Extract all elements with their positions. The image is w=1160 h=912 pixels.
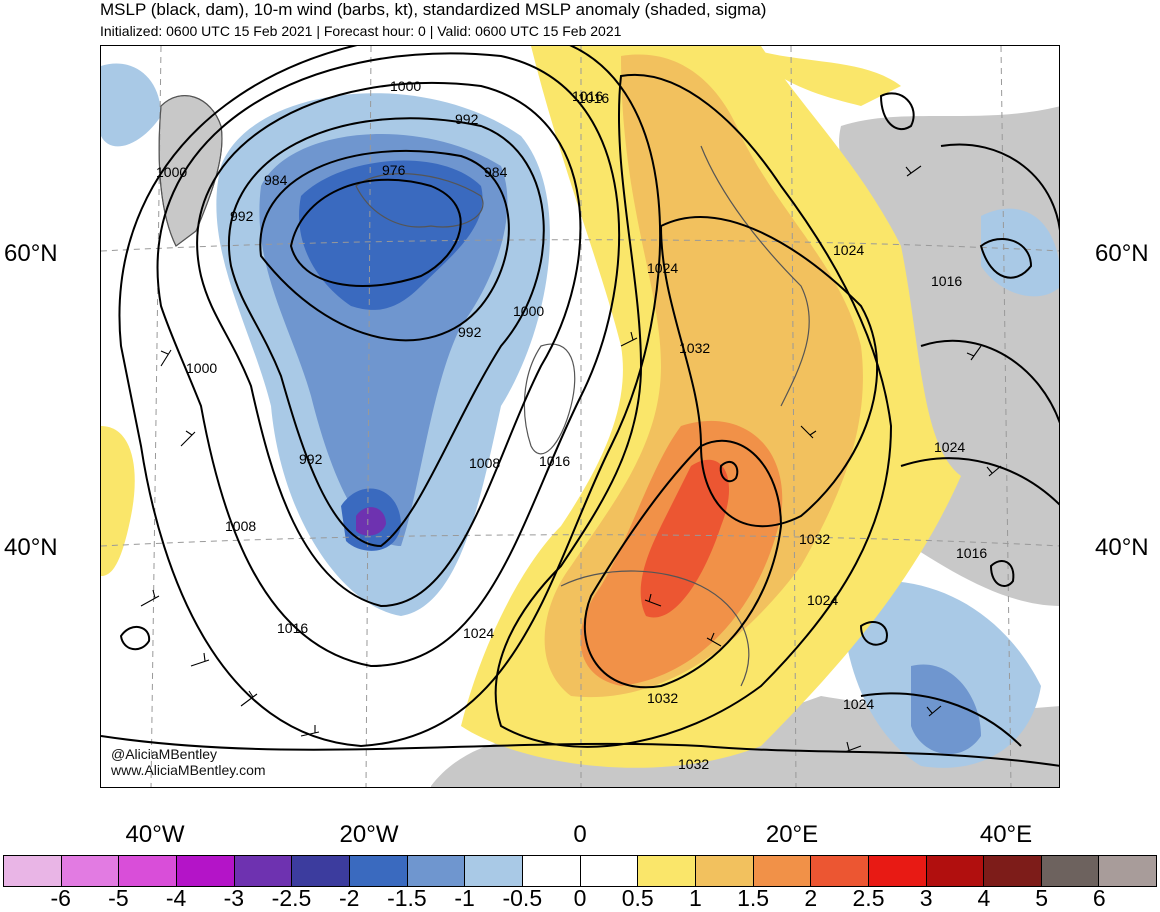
isobar-label: 1000: [186, 360, 217, 376]
lon-label-20e: 20°E: [765, 821, 819, 848]
map-subtitle: Initialized: 0600 UTC 15 Feb 2021 | Fore…: [100, 23, 622, 39]
map-title: MSLP (black, dam), 10-m wind (barbs, kt)…: [100, 0, 767, 19]
colorbar-tick-label: -6: [50, 885, 71, 911]
colorbar-swatch: [407, 856, 466, 886]
wind-barbs: [140, 165, 1002, 753]
colorbar-swatch: [1041, 856, 1100, 886]
lat-label-60n-left: 60°N: [4, 240, 58, 267]
isobar-label: 992: [230, 208, 254, 224]
isobar-label: 1000: [156, 164, 187, 180]
isobar-label: 1016: [277, 620, 308, 636]
colorbar-swatch: [176, 856, 235, 886]
colorbar-swatch: [638, 856, 696, 886]
colorbar-tick-label: -4: [165, 885, 187, 911]
isobar-label: 1032: [647, 690, 678, 706]
lon-label-0: 0: [573, 821, 587, 848]
isobar-label: 1032: [678, 756, 709, 772]
isobar-label: 1016: [956, 545, 987, 561]
isobar-label: 1024: [934, 439, 965, 455]
lat-label-40n-right: 40°N: [1095, 534, 1149, 561]
colorbar-tick-label: 2: [804, 885, 818, 911]
colorbar-tick-label: 0.5: [621, 885, 654, 911]
isobar-label: 1008: [469, 455, 500, 471]
isobar-label: 984: [264, 172, 288, 188]
isobar-label: 1016: [931, 273, 962, 289]
lon-label-40e: 40°E: [979, 821, 1033, 848]
isobar-label: 1024: [833, 242, 864, 258]
isobar-label: 1016: [572, 88, 603, 104]
isobar-label: 1024: [647, 260, 678, 276]
colorbar-swatch: [811, 856, 869, 886]
isobar-label: 992: [299, 451, 323, 467]
coastlines: [158, 95, 810, 687]
isobar-label: 992: [455, 111, 479, 127]
colorbar-tick-label: -2.5: [271, 885, 312, 911]
isobar-label: 1024: [463, 625, 494, 641]
colorbar-swatch: [926, 856, 985, 886]
colorbar-tick-label: 1.5: [737, 885, 770, 911]
isobar-label: 1016: [539, 453, 570, 469]
isobar-label: 1000: [513, 303, 544, 319]
colorbar-swatch: [868, 856, 927, 886]
colorbar-tick-label: -0.5: [502, 885, 543, 911]
lon-label-20w: 20°W: [339, 821, 399, 848]
colorbar-tick-label: -5: [108, 885, 129, 911]
map-panel: 1000 992 984 976 984 1016 1000 992 1000 …: [100, 45, 1060, 788]
credit-handle: @AliciaMBentley: [111, 746, 218, 762]
colorbar-swatch: [984, 856, 1042, 886]
lon-label-40w: 40°W: [125, 821, 185, 848]
colorbar-tick-label: -1: [454, 885, 475, 911]
colorbar-swatch: [119, 856, 177, 886]
colorbar-swatch: [4, 856, 62, 886]
colorbar-tick-label: 6: [1092, 885, 1106, 911]
colorbar-swatch: [522, 856, 581, 886]
colorbar-tick-label: -1.5: [387, 885, 427, 911]
colorbar-swatch: [753, 856, 812, 886]
lat-label-40n-left: 40°N: [4, 534, 58, 561]
anomaly-colorbar: [3, 855, 1157, 887]
colorbar-swatch: [1099, 856, 1157, 886]
isobar-label: 1032: [679, 340, 710, 356]
credit-url: www.AliciaMBentley.com: [111, 762, 266, 778]
colorbar-swatch: [349, 856, 408, 886]
colorbar-tick-label: -2: [338, 885, 360, 911]
isobar-label: 1000: [390, 78, 421, 94]
colorbar-swatch: [292, 856, 350, 886]
map-canvas: 1000 992 984 976 984 1016 1000 992 1000 …: [101, 46, 1059, 787]
colorbar-swatch: [695, 856, 754, 886]
colorbar-tick-label: 1: [688, 885, 702, 911]
colorbar-tick-label: 5: [1035, 885, 1048, 911]
colorbar-tick-label: 3: [919, 885, 933, 911]
isobar-label: 992: [458, 324, 482, 340]
isobar-label: 1032: [799, 531, 830, 547]
colorbar-swatch: [234, 856, 293, 886]
colorbar-tick-label: 2.5: [852, 885, 885, 911]
colorbar-swatch: [61, 856, 120, 886]
colorbar-swatch: [465, 856, 523, 886]
isobar-label: 976: [382, 162, 406, 178]
isobar-label: 1008: [225, 518, 256, 534]
isobar-label: 1016: [578, 90, 609, 106]
isobar-label: 1024: [843, 696, 874, 712]
isobars: [101, 46, 1059, 767]
colorbar-tick-label: -3: [223, 885, 245, 911]
isobar-label: 1024: [807, 592, 838, 608]
lat-label-60n-right: 60°N: [1095, 240, 1149, 267]
colorbar-tick-label: 4: [977, 885, 991, 911]
colorbar-tick-label: 0: [573, 885, 587, 911]
isobar-label: 984: [484, 164, 508, 180]
colorbar-swatch: [580, 856, 639, 886]
isobar-label-layer: 1000 992 984 976 984 1016 1000 992 1000 …: [156, 78, 987, 772]
